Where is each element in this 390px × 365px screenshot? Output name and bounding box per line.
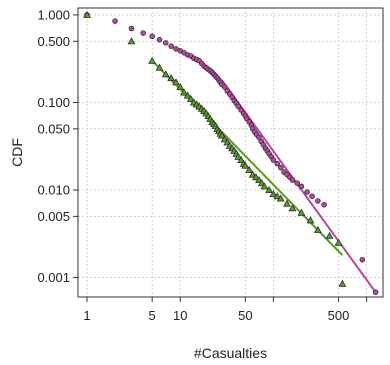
data-points <box>83 10 379 295</box>
triangle-point <box>297 208 306 216</box>
triangle-point <box>265 186 274 194</box>
triangle-point <box>338 279 347 287</box>
circle-point <box>235 103 242 110</box>
triangle-point <box>273 192 282 200</box>
circle-point <box>294 180 300 186</box>
y-axis-ticks: 1.000 0.500 0.100 0.050 0.010 0.005 0.001 <box>37 7 78 285</box>
triangle-point <box>248 170 257 178</box>
triangle-point <box>83 10 91 18</box>
triangle-point <box>306 216 315 224</box>
plot-frame <box>77 7 384 298</box>
triangle-point <box>241 161 250 169</box>
triangle-point <box>180 88 188 96</box>
triangle-point <box>167 74 176 82</box>
y-tick-label: 0.005 <box>37 209 70 224</box>
y-axis-title: CDF <box>9 138 25 167</box>
circle-point <box>304 189 310 195</box>
triangle-point <box>269 190 278 198</box>
triangle-point <box>334 238 343 246</box>
triangle-point <box>183 91 192 99</box>
triangle-point <box>127 37 136 45</box>
circle-point <box>309 193 315 199</box>
triangle-point <box>283 199 291 207</box>
x-tick-label: 500 <box>328 308 350 323</box>
triangle-point <box>252 173 260 181</box>
circle-point <box>315 198 321 204</box>
grid-lines <box>78 8 383 297</box>
circle-point <box>149 33 155 40</box>
y-tick-label: 0.050 <box>37 121 70 136</box>
y-tick-label: 0.100 <box>37 95 70 110</box>
triangle-point <box>276 194 285 202</box>
triangle-point <box>234 152 243 160</box>
triangle-point <box>186 94 195 102</box>
triangle-point <box>172 78 180 86</box>
triangle-point <box>217 131 226 139</box>
triangle-point <box>245 165 254 173</box>
triangle-point <box>325 231 334 239</box>
circle-point <box>372 289 379 295</box>
triangle-point <box>148 56 157 64</box>
circle-point <box>128 25 135 32</box>
x-axis-ticks: 1 5 10 50 500 <box>83 297 368 323</box>
triangle-point <box>260 182 269 190</box>
circle-point <box>359 256 366 263</box>
triangle-point <box>313 225 322 233</box>
triangle-point <box>288 204 297 212</box>
y-tick-label: 0.500 <box>37 34 70 49</box>
circle-point <box>270 157 277 163</box>
circle-point <box>168 43 174 49</box>
circle-point <box>289 177 296 183</box>
y-tick-label: 0.001 <box>37 270 70 285</box>
circle-point <box>278 164 284 171</box>
x-tick-label: 50 <box>238 308 252 323</box>
y-tick-label: 1.000 <box>37 7 70 22</box>
y-tick-label: 0.010 <box>37 183 70 198</box>
circle-point <box>221 84 228 90</box>
x-tick-label: 5 <box>149 308 156 323</box>
triangle-point <box>161 70 170 78</box>
triangle-point <box>176 83 185 91</box>
circle-point <box>156 37 163 43</box>
x-tick-label: 10 <box>173 308 187 323</box>
triangle-point <box>237 156 245 164</box>
circle-point <box>256 134 262 141</box>
circle-point <box>163 40 169 46</box>
circle-point <box>298 183 305 190</box>
circle-point <box>321 201 327 208</box>
circle-point <box>274 160 281 167</box>
x-tick-label: 1 <box>83 308 90 323</box>
triangle-point <box>155 63 164 71</box>
circle-point <box>140 30 146 36</box>
x-axis-title: #Casualties <box>194 345 267 361</box>
circle-point <box>112 18 118 24</box>
